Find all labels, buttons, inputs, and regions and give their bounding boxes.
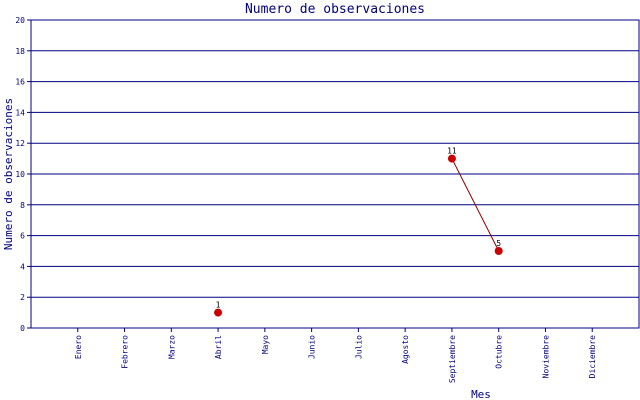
grid-lines <box>31 50 639 298</box>
y-axis-ticks: 0 2 4 6 8 10 12 14 16 18 20 <box>15 16 31 333</box>
chart-title: Numero de observaciones <box>245 2 425 17</box>
y-tick-label: 18 <box>15 47 25 56</box>
data-label: 5 <box>496 239 501 248</box>
series-line <box>214 154 503 317</box>
y-tick-label: 20 <box>15 16 25 25</box>
x-tick-label: Diciembre <box>588 335 597 379</box>
y-tick-label: 4 <box>20 262 25 271</box>
y-tick-label: 12 <box>15 139 25 148</box>
x-tick-label: Noviembre <box>541 335 550 379</box>
series-segment <box>451 158 500 252</box>
x-axis-label: Mes <box>471 388 491 400</box>
y-tick-label: 10 <box>15 170 25 179</box>
x-tick-label: Enero <box>74 335 83 359</box>
x-tick-label: Octubre <box>495 335 504 369</box>
y-tick-label: 14 <box>15 108 25 117</box>
y-axis-label: Numero de observaciones <box>2 98 15 250</box>
x-tick-label: Marzo <box>167 335 176 359</box>
x-tick-label: Abril <box>214 335 223 359</box>
x-tick-label: Agosto <box>401 335 410 364</box>
data-label: 11 <box>447 147 457 156</box>
y-tick-label: 0 <box>20 324 25 333</box>
data-point <box>447 154 456 163</box>
x-tick-label: Septiembre <box>448 335 457 383</box>
y-tick-label: 2 <box>20 293 25 302</box>
data-label: 1 <box>216 301 221 310</box>
x-axis-ticks: Enero Febrero Marzo Abril Mayo Junio Julio Agos… <box>74 328 597 383</box>
x-tick-label: Febrero <box>121 335 130 369</box>
y-tick-label: 6 <box>20 232 25 241</box>
data-point <box>214 308 223 317</box>
x-tick-label: Junio <box>308 335 317 359</box>
y-tick-label: 16 <box>15 78 25 87</box>
y-tick-label: 8 <box>20 201 25 210</box>
x-tick-label: Mayo <box>261 335 270 354</box>
data-point <box>494 247 503 255</box>
x-tick-label: Julio <box>354 335 363 359</box>
